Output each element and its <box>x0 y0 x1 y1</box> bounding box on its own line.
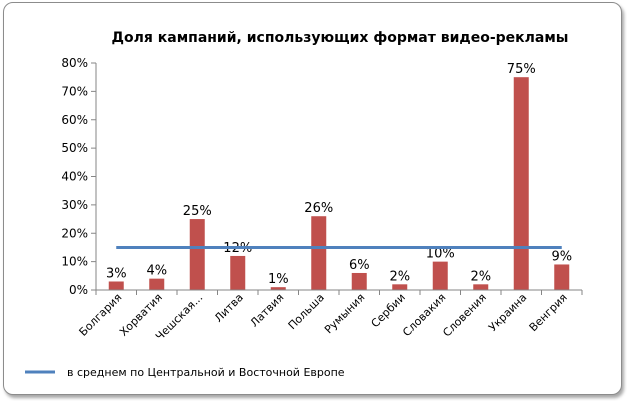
bars <box>108 77 570 290</box>
y-tick-label: 10% <box>61 255 88 269</box>
bar <box>554 264 570 290</box>
data-label: 25% <box>183 204 212 219</box>
legend-label: в среднем по Центральной и Восточной Евр… <box>67 366 345 379</box>
bar <box>149 278 165 290</box>
x-tick-label: Польша <box>286 291 327 332</box>
x-tick-label: Латвия <box>248 291 287 330</box>
bar <box>108 281 124 290</box>
y-axis: 0% 10% 20% 30% 40% 50% 60% 70% 80% <box>61 56 97 297</box>
y-tick-label: 50% <box>61 141 88 155</box>
y-tick-label: 70% <box>61 84 88 98</box>
data-label: 26% <box>304 201 333 216</box>
y-tick-label: 60% <box>61 113 88 127</box>
y-tick-label: 20% <box>61 226 88 240</box>
bar <box>189 219 205 290</box>
x-tick-label: Словения <box>440 291 489 340</box>
data-labels: 3%4%25%12%1%26%6%2%10%2%75%9% <box>106 62 572 287</box>
data-label: 2% <box>389 269 410 284</box>
x-tick-label: Сербии <box>369 291 408 330</box>
bar <box>311 216 327 290</box>
bar <box>392 284 408 290</box>
data-label: 9% <box>551 249 572 264</box>
data-label: 2% <box>470 269 491 284</box>
bar <box>473 284 489 290</box>
data-label: 3% <box>106 266 127 281</box>
data-label: 4% <box>146 264 167 279</box>
data-label: 6% <box>349 258 370 273</box>
x-tick-label: Литва <box>212 291 246 325</box>
data-label: 10% <box>426 247 455 262</box>
chart-title: Доля кампаний, использующих формат видео… <box>112 30 569 46</box>
legend: в среднем по Центральной и Восточной Евр… <box>25 366 345 379</box>
bar <box>513 77 529 290</box>
bar <box>270 287 286 290</box>
x-tick-label: Венгрия <box>527 291 570 334</box>
y-tick-label: 40% <box>61 170 88 184</box>
x-tick-label: Болгария <box>77 291 125 339</box>
bar <box>230 255 246 290</box>
y-tick-label: 80% <box>61 56 88 70</box>
data-label: 75% <box>507 62 536 77</box>
x-tick-label: Румыния <box>322 291 367 336</box>
bar <box>351 272 367 290</box>
x-tick-label: Украина <box>486 291 529 334</box>
data-label: 1% <box>268 272 289 287</box>
y-tick-label: 30% <box>61 198 88 212</box>
y-tick-label: 0% <box>69 283 88 297</box>
bar <box>432 261 448 290</box>
